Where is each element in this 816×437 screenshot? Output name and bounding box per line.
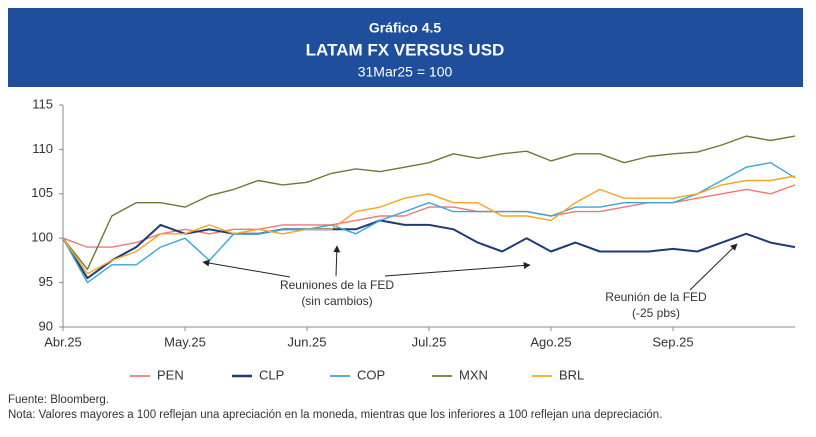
annotation-arrow	[202, 259, 291, 278]
chart-title: LATAM FX VERSUS USD	[306, 40, 505, 59]
x-tick-label: Sep.25	[652, 334, 693, 349]
legend-label: MXN	[459, 367, 488, 382]
annotation-arrow	[689, 243, 738, 291]
source: Fuente: Bloomberg.	[8, 394, 109, 406]
chart-label: Gráfico 4.5	[369, 20, 442, 36]
y-tick-label: 100	[31, 230, 53, 245]
note: Nota: Valores mayores a 100 reflejan una…	[8, 409, 662, 421]
annotation: (sin cambios)	[301, 294, 372, 308]
legend-label: BRL	[559, 367, 584, 382]
x-tick-label: May.25	[164, 334, 206, 349]
legend-label: PEN	[157, 367, 184, 382]
legend-label: CLP	[259, 367, 284, 382]
y-tick-label: 90	[39, 318, 53, 333]
y-tick-label: 110	[32, 141, 53, 156]
legend-label: COP	[357, 367, 385, 382]
chart-subtitle: 31Mar25 = 100	[358, 64, 453, 80]
y-tick-label: 115	[32, 96, 53, 111]
series-line	[62, 135, 796, 270]
series-line	[62, 175, 796, 275]
x-tick-label: Jun.25	[287, 334, 326, 349]
annotation: (-25 pbs)	[632, 306, 680, 320]
header-box	[8, 8, 803, 87]
y-tick-label: 105	[31, 185, 53, 200]
x-tick-label: Jul.25	[412, 334, 447, 349]
annotation: Reuniones de la FED	[280, 278, 394, 292]
annotation: Reunión de la FED	[605, 290, 707, 304]
x-tick-label: Abr.25	[44, 334, 82, 349]
annotation-arrow	[384, 261, 531, 277]
y-tick-label: 95	[39, 274, 53, 289]
plot-area	[62, 135, 796, 284]
series-line	[62, 162, 796, 284]
x-tick-label: Ago.25	[530, 334, 571, 349]
series-line	[62, 219, 796, 280]
annotation-arrow	[333, 245, 341, 277]
